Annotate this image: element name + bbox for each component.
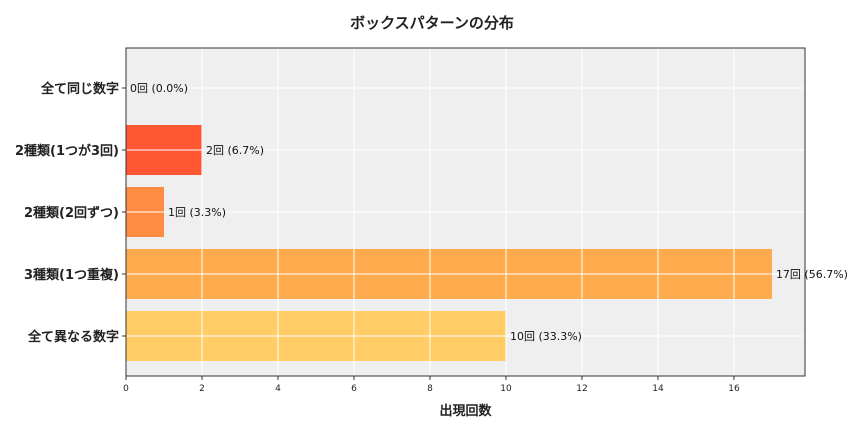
x-tick-label: 12 <box>576 384 587 394</box>
x-tick-label: 2 <box>199 384 205 394</box>
x-tick-label: 14 <box>652 384 664 394</box>
y-tick-label: 全て同じ数字 <box>40 81 119 97</box>
x-tick-label: 6 <box>351 384 357 394</box>
y-tick-label: 2種類(2回ずつ) <box>24 205 119 221</box>
x-tick-label: 0 <box>123 384 129 394</box>
x-tick-label: 8 <box>427 384 433 394</box>
x-tick-label: 4 <box>275 384 281 394</box>
data-label: 0回 (0.0%) <box>130 82 188 95</box>
data-label: 1回 (3.3%) <box>168 206 226 219</box>
x-tick-label: 16 <box>728 384 740 394</box>
data-label: 17回 (56.7%) <box>776 268 848 281</box>
chart-title: ボックスパターンの分布 <box>350 14 514 32</box>
x-axis-label: 出現回数 <box>439 404 492 419</box>
data-label: 10回 (33.3%) <box>510 330 582 343</box>
y-tick-label: 3種類(1つ重複) <box>24 267 119 283</box>
data-label: 2回 (6.7%) <box>206 144 264 157</box>
y-tick-label: 2種類(1つが3回) <box>15 143 119 159</box>
x-tick-label: 10 <box>500 384 512 394</box>
y-tick-label: 全て異なる数字 <box>27 329 119 345</box>
